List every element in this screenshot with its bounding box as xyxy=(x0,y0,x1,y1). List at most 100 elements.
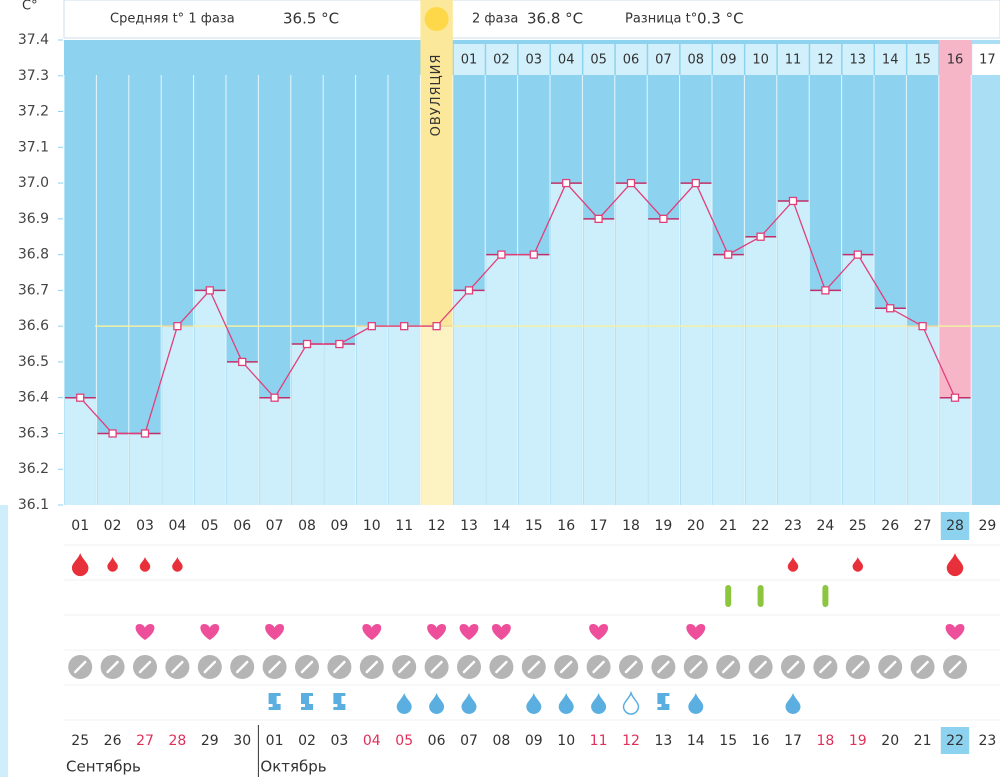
cycle-day: 07 xyxy=(266,518,284,534)
date: 06 xyxy=(428,733,446,749)
temperature-point xyxy=(238,357,247,367)
date: 03 xyxy=(330,733,348,749)
drop-icon xyxy=(396,693,412,715)
test-icon xyxy=(725,585,732,607)
note-slash xyxy=(365,660,379,674)
y-tick-label: 37.0 xyxy=(18,175,49,191)
y-tick-label: 36.5 xyxy=(18,354,49,370)
drop-icon xyxy=(429,693,445,715)
date: 04 xyxy=(363,733,381,749)
drop-icon xyxy=(622,690,640,715)
temperature-point xyxy=(497,250,506,259)
cycle-day: 27 xyxy=(914,518,932,534)
drop-icon xyxy=(71,553,89,577)
date: 11 xyxy=(590,733,608,749)
phase2-day-cell xyxy=(551,44,582,75)
y-tick-label: 36.3 xyxy=(18,425,49,441)
date: 02 xyxy=(298,733,316,749)
phase2-label: 2 фаза xyxy=(472,12,518,27)
today-highlight xyxy=(940,512,970,540)
cycle-day: 16 xyxy=(557,518,575,534)
phase2-day-cell xyxy=(875,44,906,75)
date: 20 xyxy=(881,733,899,749)
temperature-bar xyxy=(227,361,258,505)
phase2-day: 08 xyxy=(688,53,705,68)
temperature-bar xyxy=(162,326,194,505)
date: 16 xyxy=(752,733,770,749)
cycle-day: 26 xyxy=(881,518,899,534)
phase2-day: 06 xyxy=(623,53,640,68)
phase2-day-cell xyxy=(939,44,971,75)
note-slash xyxy=(592,660,605,674)
note-slash xyxy=(851,660,865,674)
y-tick-label: 36.7 xyxy=(18,282,49,298)
note-slash xyxy=(754,660,767,674)
temperature-point xyxy=(335,339,344,349)
note-slash xyxy=(106,660,119,674)
cycle-day: 04 xyxy=(168,518,186,534)
temperature-point xyxy=(626,178,636,188)
note-slash xyxy=(430,660,443,674)
temperature-bar xyxy=(907,326,939,505)
note-slash xyxy=(786,660,800,674)
y-tick-label: 36.6 xyxy=(18,318,49,334)
temperature-point xyxy=(367,322,376,331)
phase2-day: 03 xyxy=(526,53,543,68)
date: 28 xyxy=(168,733,186,749)
date: 21 xyxy=(914,733,932,749)
heart-icon xyxy=(265,624,285,640)
heart-icon xyxy=(491,624,511,640)
temperature-bar xyxy=(453,290,485,505)
sun-icon xyxy=(424,7,449,31)
note-slash xyxy=(203,660,217,674)
date: 22 xyxy=(946,733,964,749)
temperature-point xyxy=(756,232,765,241)
cycle-day: 08 xyxy=(298,518,316,534)
cycle-day: 09 xyxy=(330,518,348,534)
heart-icon xyxy=(427,624,447,640)
temperature-bar xyxy=(421,326,453,505)
note-slash xyxy=(171,660,184,674)
temperature-bar xyxy=(583,218,615,505)
cycle-day: 19 xyxy=(654,518,672,534)
cycle-day: 28 xyxy=(946,518,964,534)
temperature-bar xyxy=(745,236,777,505)
note-slash xyxy=(689,660,703,674)
date: 25 xyxy=(71,733,89,749)
cycle-day: 05 xyxy=(201,518,219,534)
temperature-point xyxy=(788,196,798,206)
phase2-day: 07 xyxy=(655,53,672,68)
cycle-day: 21 xyxy=(719,518,737,534)
test-icon xyxy=(757,585,764,607)
date: 10 xyxy=(557,733,575,749)
phase2-day: 11 xyxy=(785,53,802,68)
phase2-day: 04 xyxy=(558,53,575,68)
temperature-bar xyxy=(648,218,680,505)
temperature-bar xyxy=(356,326,388,505)
y-tick-label: 36.1 xyxy=(18,497,49,513)
phase2-day-cell xyxy=(713,44,744,75)
cycle-day: 15 xyxy=(525,518,543,534)
drop-icon xyxy=(558,693,574,715)
temperature-point xyxy=(853,250,862,259)
heart-icon xyxy=(686,624,706,640)
phase2-day: 16 xyxy=(947,53,964,68)
phase1-label: Средняя t° 1 фаза xyxy=(110,12,235,27)
phase2-day-cell xyxy=(810,44,842,75)
cycle-day: 25 xyxy=(849,518,867,534)
note-slash xyxy=(819,660,832,674)
cycle-day: 20 xyxy=(687,518,705,534)
temperature-point xyxy=(950,393,960,402)
cycle-day: 14 xyxy=(492,518,510,534)
sticky-icon xyxy=(301,693,313,710)
cycle-day: 29 xyxy=(978,518,996,534)
temperature-bar xyxy=(939,397,971,505)
temperature-point xyxy=(270,393,279,402)
cycle-day: 24 xyxy=(816,518,834,534)
phase2-day-cell xyxy=(518,44,550,75)
temperature-bar xyxy=(259,397,291,505)
y-tick-label: 36.9 xyxy=(18,211,49,227)
drop-icon xyxy=(172,557,183,572)
phase2-day-cell xyxy=(648,44,680,75)
left-strip xyxy=(0,505,8,777)
